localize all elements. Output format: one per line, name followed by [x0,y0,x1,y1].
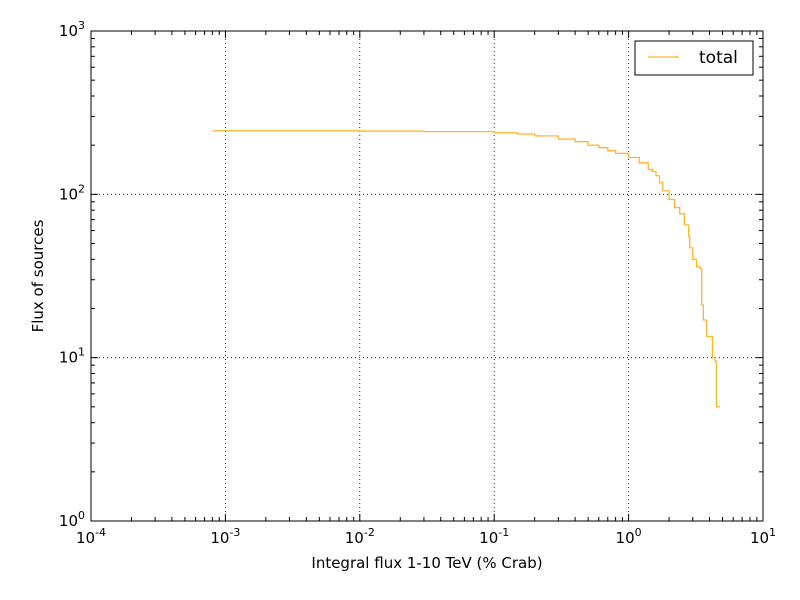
y-tick-label: 102 [59,182,85,203]
y-tick-label: 103 [59,19,85,40]
x-tick-label: 10-2 [345,526,375,547]
x-tick-label: 10-3 [210,526,240,547]
y-axis-label: Flux of sources [29,219,47,332]
x-tick-label: 100 [616,526,642,547]
legend-label: total [699,48,738,68]
grid-layer [91,31,763,521]
legend-box [634,40,754,76]
series-line-total [212,130,721,408]
y-tick-label: 101 [59,346,85,367]
legend: total [634,40,754,76]
y-tick-label: 100 [59,509,85,530]
x-tick-label: 10-1 [479,526,509,547]
x-axis-label: Integral flux 1-10 TeV (% Crab) [311,554,542,572]
x-tick-label: 10-4 [76,526,106,547]
series-layer [212,130,721,408]
plot-frame [90,30,764,522]
x-tick-label: 101 [750,526,776,547]
